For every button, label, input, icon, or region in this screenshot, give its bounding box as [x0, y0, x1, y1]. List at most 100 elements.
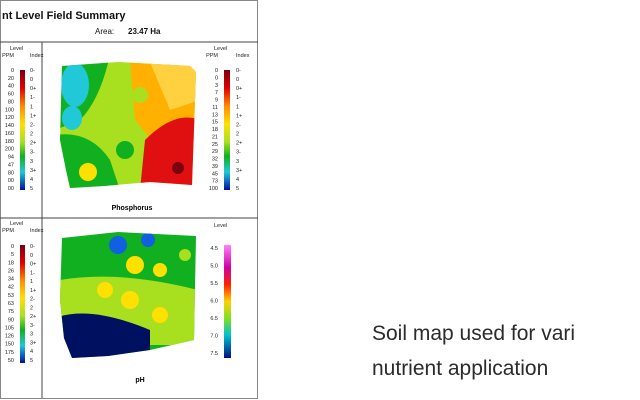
- legend-bar: [224, 70, 230, 190]
- legend-value: 5: [30, 186, 33, 192]
- legend-value: 80: [8, 99, 14, 105]
- legend-value: 3+: [30, 340, 36, 346]
- legend-value: 150: [5, 342, 14, 348]
- legend-value: 0: [215, 68, 218, 74]
- legend-value: 00: [8, 178, 14, 184]
- legend-value: 40: [8, 84, 14, 90]
- legend-value: 0: [236, 77, 239, 83]
- legend-value: 60: [8, 92, 14, 98]
- legend-value: 1-: [30, 95, 35, 101]
- legend-value: 0+: [236, 86, 242, 92]
- legend-value: 140: [5, 123, 14, 129]
- legend-value: 50: [8, 358, 14, 364]
- legend-value: 2+: [236, 141, 242, 147]
- legend-value: 1: [30, 279, 33, 285]
- legend-value: 1+: [236, 113, 242, 119]
- legend-value: 0-: [30, 68, 35, 74]
- legend-value: 5.0: [210, 264, 218, 270]
- legend-column-header: Index: [30, 228, 44, 234]
- report-title: nt Level Field Summary: [2, 10, 126, 22]
- legend-value: 0: [11, 68, 14, 74]
- legend-value: 1-: [236, 95, 241, 101]
- legend-value: 45: [212, 171, 218, 177]
- legend-value: 4: [236, 177, 239, 183]
- legend-value: 20: [8, 76, 14, 82]
- legend-value: 175: [5, 350, 14, 356]
- legend-value: 5: [236, 186, 239, 192]
- legend-value: 2: [30, 132, 33, 138]
- legend-value: 0-: [30, 244, 35, 250]
- legend-value: 0: [11, 244, 14, 250]
- caption-line: nutrient application: [372, 357, 548, 380]
- legend-value: 2: [236, 132, 239, 138]
- legend-value: 63: [8, 301, 14, 307]
- legend-value: 6.0: [210, 299, 218, 305]
- legend-value: 120: [5, 115, 14, 121]
- legend-column-header: Index: [30, 53, 44, 59]
- legend-value: 2-: [30, 297, 35, 303]
- legend-value: 3: [215, 83, 218, 89]
- legend-value: 0+: [30, 86, 36, 92]
- legend-value: 47: [8, 162, 14, 168]
- legend-value: 2: [30, 305, 33, 311]
- legend-header: Level: [214, 46, 227, 52]
- legend-value: 0: [30, 253, 33, 259]
- legend-value: 7.5: [210, 351, 218, 357]
- legend-column-header: Index: [236, 53, 250, 59]
- legend-value: 0-: [236, 68, 241, 74]
- legend-value: 75: [8, 309, 14, 315]
- legend-value: 6.5: [210, 316, 218, 322]
- legend-value: 1+: [30, 288, 36, 294]
- ph-map: [60, 232, 196, 358]
- legend-value: 00: [8, 186, 14, 192]
- legend-value: 3+: [30, 168, 36, 174]
- legend-value: 18: [212, 127, 218, 133]
- area-label: Area:: [95, 27, 114, 36]
- legend-value: 3+: [236, 168, 242, 174]
- phosphorus-map: [60, 62, 196, 188]
- legend-value: 3: [30, 159, 33, 165]
- legend-value: 32: [212, 157, 218, 163]
- legend-value: 100: [209, 186, 218, 192]
- map-label: pH: [135, 377, 144, 384]
- legend-value: 18: [8, 260, 14, 266]
- legend-value: 1+: [30, 113, 36, 119]
- legend-value: 3-: [236, 150, 241, 156]
- legend-bar: [224, 245, 231, 358]
- legend-value: 2+: [30, 141, 36, 147]
- legend-header: Level: [214, 223, 227, 229]
- legend-value: 4.5: [210, 246, 218, 252]
- legend-value: 2+: [30, 314, 36, 320]
- legend-value: 126: [5, 334, 14, 340]
- legend-value: 2-: [30, 122, 35, 128]
- map-label: Phosphorus: [112, 205, 153, 212]
- legend-value: 1: [236, 104, 239, 110]
- legend-value: 5: [30, 358, 33, 364]
- legend-value: 2-: [236, 122, 241, 128]
- legend-value: 34: [8, 277, 14, 283]
- legend-value: 94: [8, 155, 14, 161]
- legend-value: 0: [215, 75, 218, 81]
- legend-value: 15: [212, 120, 218, 126]
- legend-header: Level: [10, 46, 23, 52]
- legend-value: 1: [30, 104, 33, 110]
- legend-bar: [20, 245, 25, 363]
- legend-value: 25: [212, 142, 218, 148]
- legend-value: 105: [5, 325, 14, 331]
- legend-value: 26: [8, 268, 14, 274]
- legend-value: 4: [30, 349, 33, 355]
- legend-value: 3: [236, 159, 239, 165]
- legend-value: 53: [8, 293, 14, 299]
- legend-value: 90: [8, 317, 14, 323]
- legend-value: 1-: [30, 270, 35, 276]
- legend-value: 0+: [30, 262, 36, 268]
- legend-header: Level: [10, 221, 23, 227]
- legend-value: 3: [30, 332, 33, 338]
- legend-value: 80: [8, 170, 14, 176]
- legend-value: 3-: [30, 323, 35, 329]
- legend-value: 200: [5, 147, 14, 153]
- legend-column-header: PPM: [2, 53, 14, 59]
- legend-value: 160: [5, 131, 14, 137]
- legend-value: 11: [212, 105, 218, 111]
